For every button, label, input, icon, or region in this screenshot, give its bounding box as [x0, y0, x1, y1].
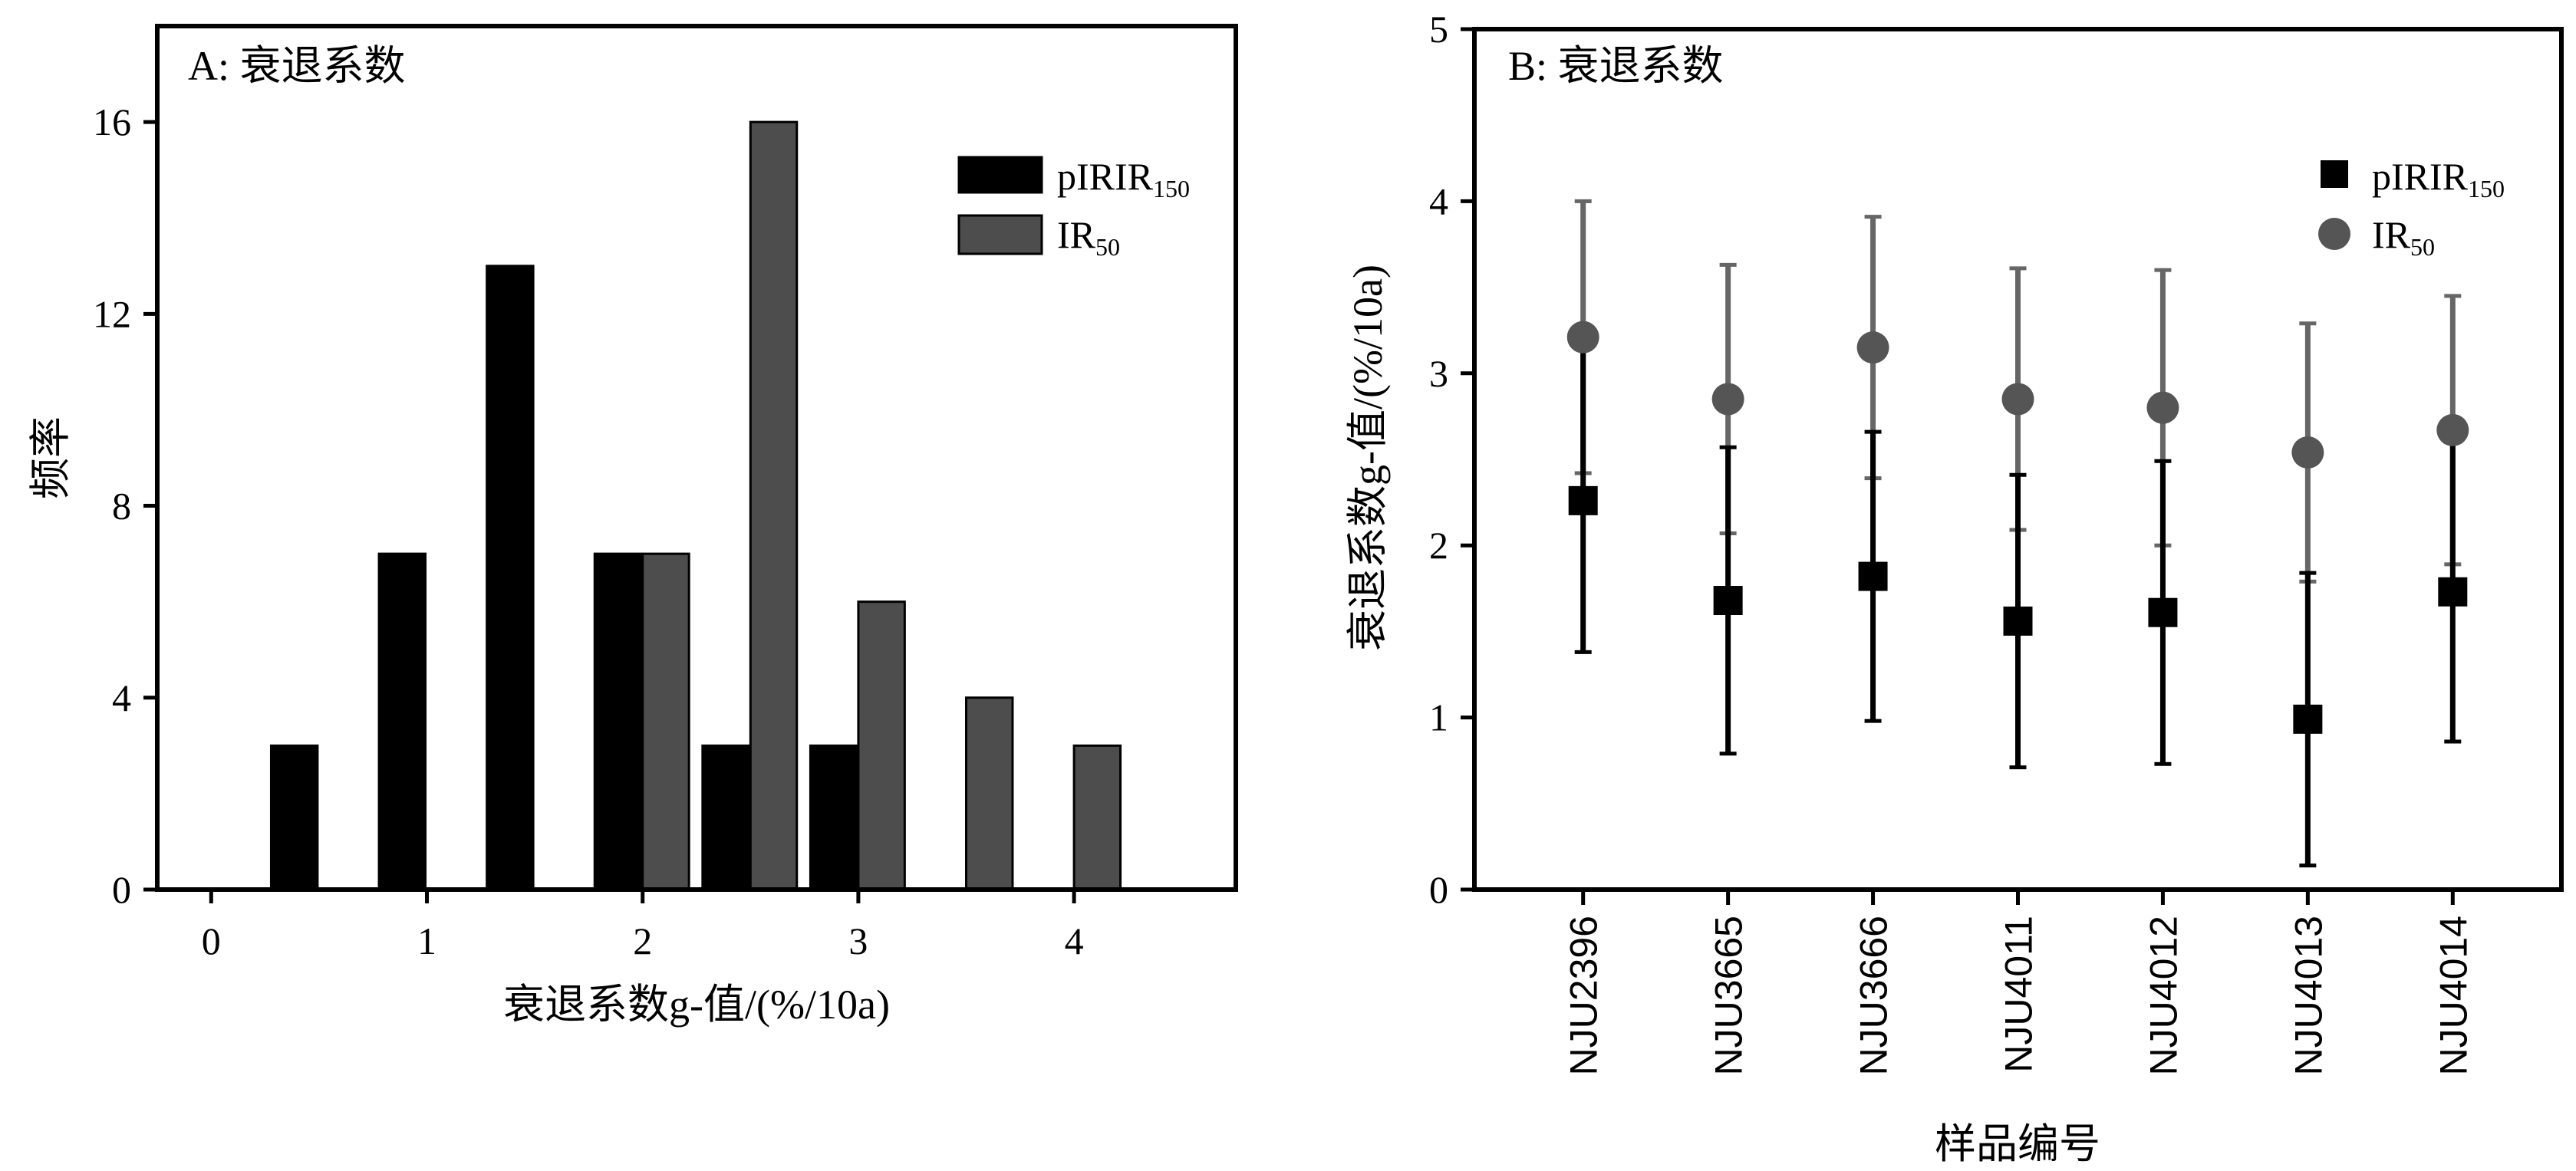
panel-a-x-axis-label: 衰退系数g-值/(%/10a): [503, 982, 890, 1028]
legend-a-swatch-pirir150: [957, 156, 1043, 194]
panel-a-plot-frame: [155, 24, 1238, 892]
legend-b-label-ir50: IR50: [2372, 213, 2435, 261]
point-pirir150: [2003, 606, 2033, 636]
panel-a-title: A: 衰退系数: [188, 43, 406, 89]
y-tick-label: 2: [1429, 524, 1448, 567]
y-tick-label: 12: [93, 292, 131, 335]
x-tick-label: NJU2396: [1563, 916, 1606, 1075]
panel-b-x-axis-label: 样品编号: [1935, 1121, 2100, 1167]
point-ir50: [2001, 383, 2034, 416]
y-tick-label: 0: [112, 868, 131, 911]
bar-ir50: [1072, 744, 1122, 891]
panel-a-legend: pIRIR150 IR50: [957, 155, 1190, 261]
x-tick-label: NJU4013: [2287, 916, 2330, 1075]
legend-a-swatch-ir50: [957, 214, 1043, 255]
bar-pirir150: [701, 744, 750, 891]
x-tick-label: 0: [202, 919, 221, 962]
y-tick-label: 16: [93, 100, 131, 143]
point-ir50: [1711, 383, 1744, 416]
point-pirir150: [2148, 597, 2178, 627]
legend-b-marker-ir50: [2318, 218, 2350, 250]
x-tick-label: NJU3666: [1853, 916, 1896, 1075]
bar-ir50: [749, 120, 799, 891]
bar-pirir150: [377, 552, 427, 891]
panel-b-legend: pIRIR150 IR50: [2318, 155, 2505, 261]
legend-a-label-pirir150: pIRIR150: [1057, 155, 1190, 202]
x-tick-label: NJU4014: [2432, 916, 2475, 1075]
y-tick-label: 3: [1429, 352, 1448, 395]
bar-pirir150: [809, 744, 858, 891]
point-pirir150: [2293, 704, 2323, 734]
legend-a-label-ir50: IR50: [1057, 213, 1120, 261]
x-tick-label: NJU3665: [1708, 916, 1751, 1075]
bar-pirir150: [593, 552, 643, 891]
x-tick-label: NJU4012: [2142, 916, 2185, 1075]
x-tick-label: 4: [1065, 919, 1084, 962]
panel-b-scatter: 0 1 2 3 4 5 NJU2396 NJU3665 NJU3666 NJU4011 NJU40…: [1345, 8, 2564, 1167]
point-ir50: [1566, 321, 1599, 354]
legend-b-marker-pirir150: [2321, 160, 2348, 188]
x-tick-label: 3: [848, 919, 868, 962]
y-tick-label: 5: [1429, 8, 1448, 51]
panel-a-bars: [269, 120, 1122, 891]
panel-b-x-ticks: NJU2396 NJU3665 NJU3666 NJU4011 NJU4012 NJU40…: [1563, 890, 2475, 1075]
legend-b-label-pirir150: pIRIR150: [2372, 155, 2505, 202]
x-tick-label: NJU4011: [1998, 916, 2041, 1073]
point-ir50: [2291, 436, 2324, 469]
x-tick-label: 1: [417, 919, 436, 962]
point-pirir150: [1568, 485, 1598, 515]
point-pirir150: [1713, 586, 1743, 616]
bar-ir50: [965, 696, 1014, 891]
y-tick-label: 1: [1429, 696, 1448, 739]
y-tick-label: 4: [1429, 179, 1448, 222]
panel-b-y-axis-label: 衰退系数g-值/(%/10a): [1345, 265, 1391, 651]
point-pirir150: [1858, 561, 1888, 591]
panel-b-title: B: 衰退系数: [1508, 43, 1724, 89]
point-ir50: [2146, 391, 2179, 424]
y-tick-label: 0: [1429, 868, 1448, 911]
panel-b-y-ticks: 0 1 2 3 4 5: [1429, 8, 1474, 911]
panel-b-error-bars: [1574, 199, 2462, 868]
panel-a-y-ticks: 0 4 8 12 16: [93, 100, 157, 911]
bar-pirir150: [269, 744, 319, 891]
y-tick-label: 4: [112, 676, 131, 719]
panel-a-x-ticks: 0 1 2 3 4: [202, 890, 1084, 962]
point-pirir150: [2438, 577, 2468, 607]
bar-ir50: [857, 600, 906, 891]
x-tick-label: 2: [633, 919, 652, 962]
point-ir50: [2436, 413, 2469, 446]
panel-b-markers: [1566, 321, 2469, 734]
bar-pirir150: [486, 265, 535, 891]
panel-a-y-axis-label: 频率: [28, 416, 74, 499]
point-ir50: [1856, 331, 1889, 364]
y-tick-label: 8: [112, 485, 131, 528]
bar-ir50: [641, 552, 690, 891]
